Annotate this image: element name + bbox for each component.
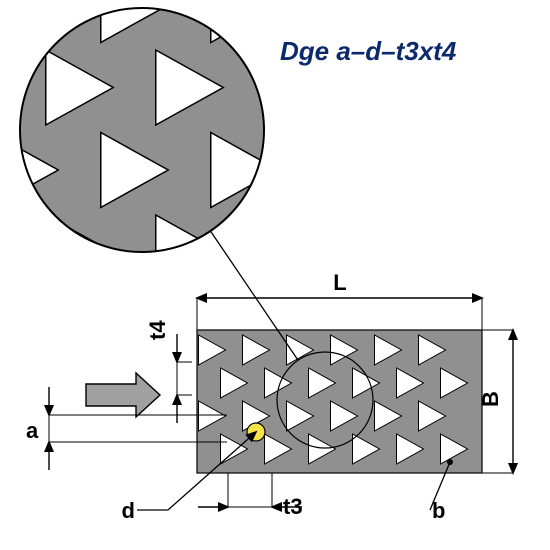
title: Dge a–d–t3xt4	[280, 36, 457, 66]
flow-arrow	[86, 373, 160, 417]
svg-text:t4: t4	[145, 320, 170, 340]
svg-text:d: d	[122, 498, 135, 523]
plate	[197, 330, 482, 473]
svg-text:t3: t3	[283, 494, 303, 519]
svg-text:a: a	[26, 418, 39, 443]
svg-text:B: B	[478, 391, 503, 407]
svg-text:b: b	[432, 498, 445, 523]
zoom-view	[0, 0, 278, 290]
svg-text:L: L	[333, 270, 346, 295]
